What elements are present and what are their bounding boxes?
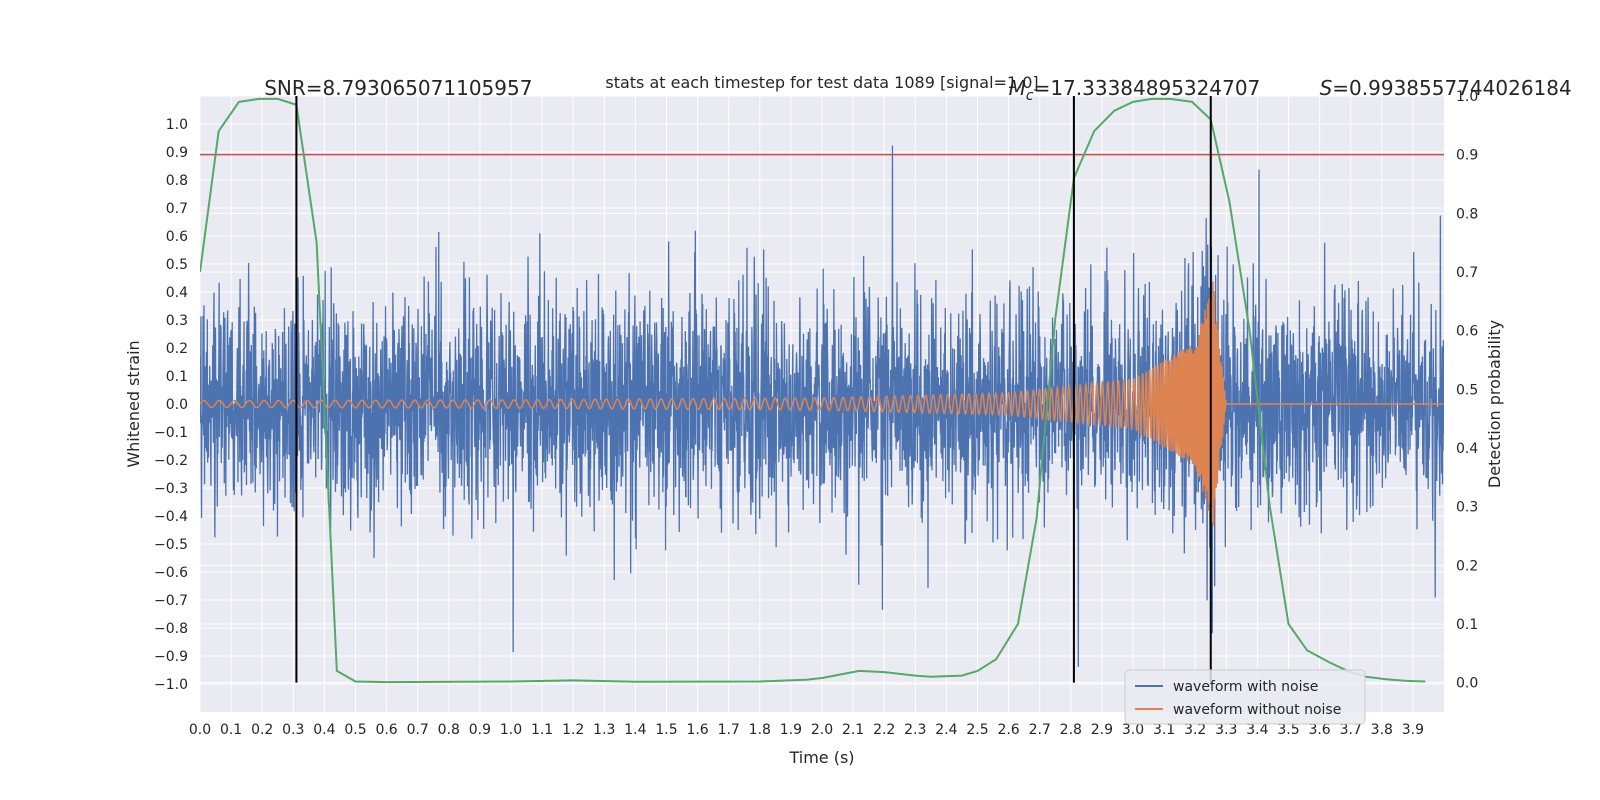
y2-axis-label: Detection probability [1485,320,1504,488]
x-tick-label: 1.3 [593,722,615,738]
y2-tick-label: 0.4 [1456,441,1478,457]
y-tick-labels: 1.0 0.9 0.8 0.7 0.6 0.5 0.4 0.3 0.2 0.1 0.0 −0.1 −0.… [154,117,188,693]
x-tick-label: 0.0 [189,722,211,738]
x-tick-label: 0.8 [438,722,460,738]
x-tick-label: 0.4 [313,722,335,738]
x-tick-label: 2.5 [966,722,988,738]
x-tick-label: 2.1 [842,722,864,738]
x-tick-label: 0.5 [344,722,366,738]
y-tick-label: −0.7 [154,593,188,609]
y2-tick-labels: 1.0 0.9 0.8 0.7 0.6 0.5 0.4 0.3 0.2 0.1 0.0 [1456,89,1478,692]
legend-box [1124,669,1366,725]
legend-label: waveform without noise [1173,702,1341,718]
chart-title: stats at each timestep for test data 108… [605,73,1038,92]
x-tick-label: 2.9 [1091,722,1113,738]
x-tick-label: 1.9 [780,722,802,738]
x-tick-label: 1.6 [686,722,708,738]
y2-tick-label: 0.5 [1456,382,1478,398]
y-tick-label: −1.0 [154,677,188,693]
x-tick-label: 3.1 [1153,722,1175,738]
y2-tick-label: 1.0 [1456,89,1478,105]
y-tick-label: −0.6 [154,565,188,581]
markers-layer [295,96,1212,683]
y-tick-label: 0.8 [166,173,188,189]
x-tick-label: 3.8 [1371,722,1393,738]
x-tick-label: 1.7 [718,722,740,738]
annotation-mc: Mc=17.33384895324707 [1009,76,1261,104]
series-waveform-without-noise [200,281,1444,527]
y-tick-label: −0.2 [154,453,188,469]
y-tick-label: 0.6 [166,229,188,245]
x-tick-label: 1.4 [624,722,646,738]
x-tick-label: 0.6 [375,722,397,738]
y-tick-label: −0.1 [154,425,188,441]
x-tick-label: 3.9 [1402,722,1424,738]
x-tick-label: 2.8 [1060,722,1082,738]
annotation-snr: SNR=8.793065071105957 [264,76,532,100]
x-tick-label: 2.0 [811,722,833,738]
x-tick-labels: 0.0 0.1 0.2 0.3 0.4 0.5 0.6 0.7 0.8 0.9 1.0 1.1 1.2 1… [189,722,1424,738]
x-tick-label: 2.2 [873,722,895,738]
x-tick-label: 1.8 [749,722,771,738]
y-tick-label: −0.4 [154,509,188,525]
legend-label: waveform with noise [1173,679,1318,695]
x-tick-label: 3.0 [1122,722,1144,738]
y-axis-label: Whitened strain [124,340,143,467]
y-tick-label: −0.9 [154,649,188,665]
series-detection-probability [200,97,1426,684]
y2-tick-label: 0.9 [1456,148,1478,164]
x-tick-label: 3.5 [1277,722,1299,738]
y-tick-label: 0.0 [166,397,188,413]
annotation-s: S=0.993855774402618​4 [1320,76,1572,100]
annotations: SNR=8.793065071105957 Mc=17.3338489532470… [264,76,1572,104]
x-tick-label: 2.4 [935,722,957,738]
y-tick-label: 0.2 [166,341,188,357]
x-tick-label: 1.5 [655,722,677,738]
y-tick-label: −0.3 [154,481,188,497]
x-tick-label: 0.2 [251,722,273,738]
x-tick-label: 1.2 [562,722,584,738]
x-tick-label: 3.2 [1184,722,1206,738]
x-tick-label: 0.3 [282,722,304,738]
legend: waveform with noise waveform without nois… [1124,669,1366,725]
x-tick-label: 3.6 [1308,722,1330,738]
y2-tick-label: 0.6 [1456,324,1478,340]
y-tick-label: −0.8 [154,621,188,637]
x-tick-label: 3.7 [1340,722,1362,738]
y-tick-label: 0.7 [166,201,188,217]
y-tick-label: 0.5 [166,257,188,273]
series-layer [200,97,1444,684]
x-tick-label: 1.1 [531,722,553,738]
y2-tick-label: 0.1 [1456,617,1478,633]
y-tick-label: 0.1 [166,369,188,385]
y2-tick-label: 0.3 [1456,500,1478,516]
x-tick-label: 0.9 [469,722,491,738]
y2-tick-label: 0.2 [1456,558,1478,574]
y-tick-label: 0.9 [166,145,188,161]
y2-tick-label: 0.8 [1456,206,1478,222]
x-tick-label: 3.3 [1215,722,1237,738]
y2-tick-label: 0.0 [1456,676,1478,692]
x-tick-label: 2.7 [1029,722,1051,738]
x-tick-label: 2.3 [904,722,926,738]
y-tick-label: 0.4 [166,285,188,301]
x-tick-label: 1.0 [500,722,522,738]
x-axis-label: Time (s) [788,748,854,767]
y2-tick-label: 0.7 [1456,265,1478,281]
series-waveform-with-noise [200,145,1444,667]
x-tick-label: 2.6 [997,722,1019,738]
x-tick-label: 3.4 [1246,722,1268,738]
x-tick-label: 0.7 [407,722,429,738]
y-tick-label: 0.3 [166,313,188,329]
x-tick-label: 0.1 [220,722,242,738]
y-tick-label: 1.0 [166,117,188,133]
y-tick-label: −0.5 [154,537,188,553]
